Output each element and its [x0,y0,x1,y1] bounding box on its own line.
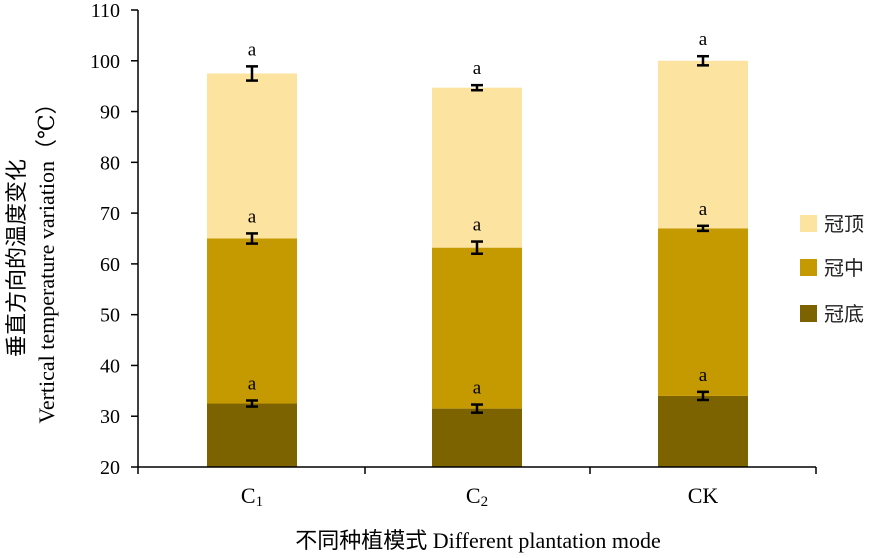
significance-label-ck-1: a [699,365,708,386]
error-bars-layer [246,54,709,414]
bar-c1-segment-3 [207,73,297,239]
legend-item-2: 冠中 [800,256,864,280]
y-tick-label: 60 [100,254,120,276]
bar-ck-segment-2 [658,228,748,396]
significance-label-c1-3: a [248,39,257,60]
bar-c2-segment-2 [432,247,522,409]
significance-labels-layer: a a a a a a a a a [248,29,708,398]
significance-label-c1-2: a [248,206,257,227]
y-axis-title-en: Vertical temperature variation（℃） [34,92,59,423]
y-tick-label: 110 [91,0,120,22]
error-bar-c2-1 [471,403,483,414]
legend-label: 冠顶 [824,212,864,236]
y-tick-label: 70 [100,203,120,225]
error-bar-c1-1 [246,399,258,408]
axes-layer: 20 30 40 50 60 70 80 90 100 110 C1 C2 CK [90,0,817,510]
x-tick-label-ck: CK [688,483,719,508]
y-tick-label: 100 [90,51,120,73]
error-bar-ck-1 [697,390,709,402]
y-tick-label: 20 [100,457,120,479]
y-tick-label: 80 [100,152,120,174]
y-axis-title: 垂直方向的温度变化 [4,159,29,357]
bar-ck-segment-1 [658,395,748,467]
legend-label: 冠底 [824,302,864,326]
legend-item-1: 冠顶 [800,212,864,236]
y-tick-label: 90 [100,102,120,124]
error-bar-c2-2 [471,240,483,255]
error-bar-c2-3 [471,83,483,92]
error-bar-c1-3 [246,65,258,82]
significance-label-c2-3: a [473,58,482,79]
significance-label-c2-1: a [473,378,482,399]
error-bar-ck-2 [697,224,709,233]
bar-c2-segment-3 [432,87,522,248]
x-tick-label-c1: C1 [241,483,263,510]
significance-label-c1-1: a [248,373,257,394]
bars-layer [207,60,748,467]
legend-item-3: 冠底 [800,302,864,326]
bar-c2-segment-1 [432,408,522,467]
bar-ck-segment-3 [658,60,748,229]
y-axis-title-line2: Vertical temperature variation（℃） [34,92,59,423]
legend-label: 冠中 [824,256,864,280]
y-tick-label: 40 [100,355,120,377]
significance-label-ck-3: a [699,29,708,50]
bar-c1-segment-1 [207,403,297,467]
bar-c1-segment-2 [207,238,297,404]
y-axis-title-line1: 垂直方向的温度变化 [4,159,29,357]
legend-swatch [800,215,817,232]
error-bar-c1-2 [246,232,258,245]
significance-label-c2-2: a [473,215,482,236]
significance-label-ck-2: a [699,199,708,220]
x-tick-label-c2: C2 [466,483,488,510]
legend-swatch [800,259,817,276]
legend-swatch [800,305,817,322]
y-tick-label: 50 [100,305,120,327]
x-axis-title: 不同种植模式 Different plantation mode [295,528,661,553]
error-bar-ck-3 [697,54,709,67]
y-tick-label: 30 [100,406,120,428]
